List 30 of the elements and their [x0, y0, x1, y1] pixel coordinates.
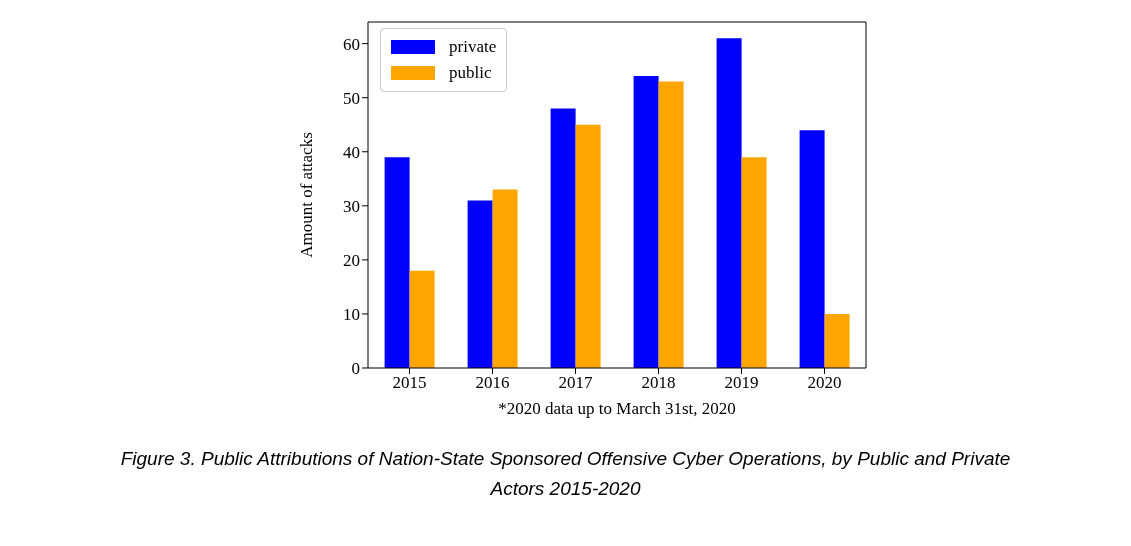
bar — [633, 76, 659, 368]
x-tick-label: 2017 — [558, 373, 593, 393]
bar — [550, 108, 576, 368]
bar — [716, 38, 742, 368]
bar — [409, 270, 435, 368]
bar — [824, 313, 850, 368]
x-tick-label: 2020 — [807, 373, 842, 393]
y-tick-label: 50 — [343, 88, 360, 108]
caption: Figure 3. Public Attributions of Nation-State Sponsored Offensive Cyber Operations, by Public and Private Actors 2015-2020 — [119, 447, 1012, 501]
legend-label: private — [449, 37, 497, 57]
bar — [467, 200, 493, 368]
x-tick-label: 2019 — [724, 373, 759, 393]
y-axis-title: Amount of attacks — [297, 132, 317, 258]
bar — [741, 157, 767, 368]
y-tick-label: 20 — [343, 250, 360, 270]
bar — [799, 130, 825, 368]
x-tick-label: 2016 — [475, 373, 510, 393]
bar — [384, 157, 410, 368]
bar — [658, 81, 684, 368]
legend-label: public — [449, 63, 492, 83]
x-tick-label: 2015 — [392, 373, 427, 393]
bar — [575, 124, 601, 368]
y-tick-label: 0 — [351, 359, 360, 379]
bar — [492, 189, 518, 368]
x-axis-title: *2020 data up to March 31st, 2020 — [498, 399, 736, 418]
y-tick-label: 40 — [343, 142, 360, 162]
y-tick-label: 10 — [343, 304, 360, 324]
y-tick-label: 60 — [343, 34, 360, 54]
y-tick-label: 30 — [343, 196, 360, 216]
x-tick-label: 2018 — [641, 373, 676, 393]
